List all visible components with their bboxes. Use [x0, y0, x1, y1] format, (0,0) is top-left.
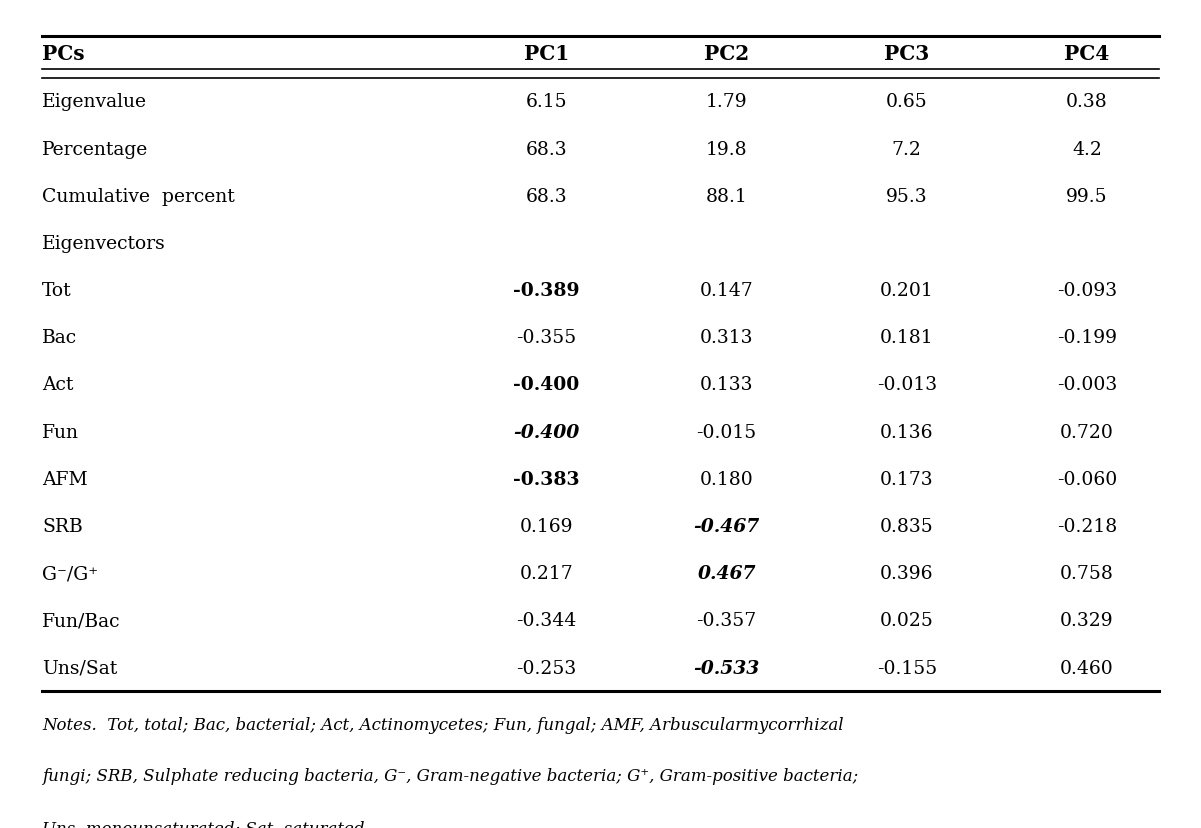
- Text: -0.015: -0.015: [697, 423, 757, 441]
- Text: -0.218: -0.218: [1057, 518, 1117, 536]
- Text: fungi; SRB, Sulphate reducing bacteria, G⁻, Gram-negative bacteria; G⁺, Gram-pos: fungi; SRB, Sulphate reducing bacteria, …: [42, 768, 859, 785]
- Text: 0.396: 0.396: [880, 565, 933, 583]
- Text: 0.38: 0.38: [1066, 94, 1107, 111]
- Text: PC1: PC1: [524, 44, 569, 64]
- Text: SRB: SRB: [42, 518, 83, 536]
- Text: -0.355: -0.355: [516, 329, 576, 347]
- Text: -0.155: -0.155: [877, 659, 937, 676]
- Text: Eigenvalue: Eigenvalue: [42, 94, 147, 111]
- Text: 0.147: 0.147: [700, 282, 753, 300]
- Text: -0.199: -0.199: [1057, 329, 1117, 347]
- Text: 6.15: 6.15: [526, 94, 567, 111]
- Text: 4.2: 4.2: [1072, 141, 1101, 158]
- Text: AFM: AFM: [42, 470, 88, 489]
- Text: 0.758: 0.758: [1060, 565, 1113, 583]
- Text: Percentage: Percentage: [42, 141, 148, 158]
- Text: 95.3: 95.3: [886, 187, 927, 205]
- Text: -0.400: -0.400: [513, 423, 580, 441]
- Text: Cumulative  percent: Cumulative percent: [42, 187, 234, 205]
- Text: 0.720: 0.720: [1060, 423, 1113, 441]
- Text: G⁻/G⁺: G⁻/G⁺: [42, 565, 98, 583]
- Text: PC4: PC4: [1064, 44, 1110, 64]
- Text: 0.181: 0.181: [880, 329, 933, 347]
- Text: 0.313: 0.313: [700, 329, 753, 347]
- Text: -0.467: -0.467: [693, 518, 760, 536]
- Text: PC3: PC3: [884, 44, 930, 64]
- Text: Bac: Bac: [42, 329, 77, 347]
- Text: -0.003: -0.003: [1057, 376, 1117, 394]
- Text: 0.173: 0.173: [880, 470, 933, 489]
- Text: -0.344: -0.344: [516, 612, 576, 629]
- Text: 0.025: 0.025: [880, 612, 933, 629]
- Text: -0.093: -0.093: [1057, 282, 1117, 300]
- Text: 99.5: 99.5: [1066, 187, 1107, 205]
- Text: 0.835: 0.835: [880, 518, 933, 536]
- Text: Eigenvectors: Eigenvectors: [42, 234, 166, 253]
- Text: -0.357: -0.357: [697, 612, 757, 629]
- Text: -0.060: -0.060: [1057, 470, 1117, 489]
- Text: 1.79: 1.79: [706, 94, 747, 111]
- Text: 0.217: 0.217: [520, 565, 573, 583]
- Text: Fun/Bac: Fun/Bac: [42, 612, 120, 629]
- Text: Notes.  Tot, total; Bac, bacterial; Act, Actinomycetes; Fun, fungal; AMF, Arbusc: Notes. Tot, total; Bac, bacterial; Act, …: [42, 716, 843, 734]
- Text: 0.180: 0.180: [700, 470, 753, 489]
- Text: 68.3: 68.3: [526, 187, 567, 205]
- Text: 0.467: 0.467: [698, 565, 755, 583]
- Text: 0.329: 0.329: [1060, 612, 1113, 629]
- Text: 0.201: 0.201: [880, 282, 933, 300]
- Text: -0.013: -0.013: [877, 376, 937, 394]
- Text: Act: Act: [42, 376, 73, 394]
- Text: -0.400: -0.400: [513, 376, 580, 394]
- Text: Tot: Tot: [42, 282, 72, 300]
- Text: 0.133: 0.133: [700, 376, 753, 394]
- Text: Uns, monounsaturated; Sat, saturated.: Uns, monounsaturated; Sat, saturated.: [42, 819, 370, 828]
- Text: -0.253: -0.253: [516, 659, 576, 676]
- Text: 0.136: 0.136: [880, 423, 933, 441]
- Text: Uns/Sat: Uns/Sat: [42, 659, 118, 676]
- Text: 0.169: 0.169: [520, 518, 573, 536]
- Text: 0.460: 0.460: [1060, 659, 1113, 676]
- Text: 0.65: 0.65: [886, 94, 927, 111]
- Text: PC2: PC2: [704, 44, 749, 64]
- Text: -0.383: -0.383: [513, 470, 580, 489]
- Text: -0.389: -0.389: [513, 282, 580, 300]
- Text: 88.1: 88.1: [706, 187, 747, 205]
- Text: -0.533: -0.533: [693, 659, 760, 676]
- Text: 7.2: 7.2: [892, 141, 921, 158]
- Text: 68.3: 68.3: [526, 141, 567, 158]
- Text: PCs: PCs: [42, 44, 84, 64]
- Text: 19.8: 19.8: [706, 141, 747, 158]
- Text: Fun: Fun: [42, 423, 79, 441]
